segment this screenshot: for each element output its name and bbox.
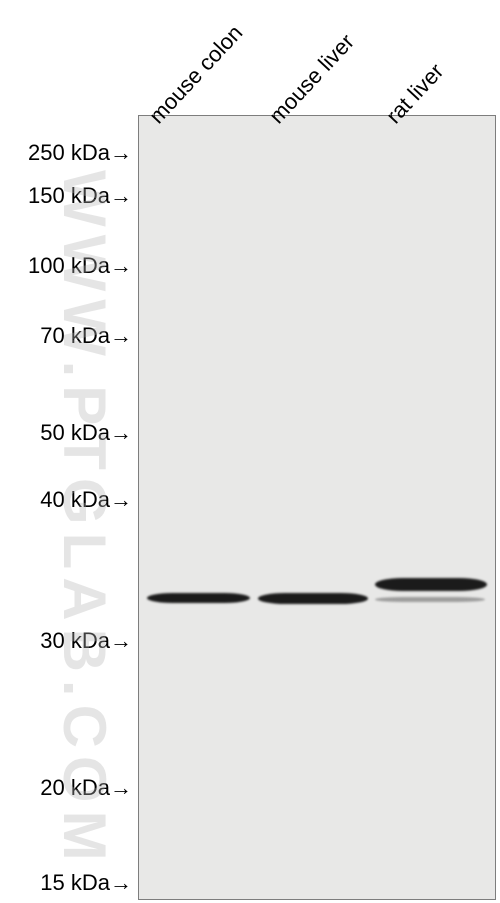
marker-label: 20 kDa→ <box>40 775 132 801</box>
blot-band <box>375 578 487 591</box>
marker-label: 150 kDa→ <box>28 183 132 209</box>
lane-label: mouse colon <box>144 20 248 129</box>
blot-band <box>147 593 250 603</box>
lane-label: mouse liver <box>264 29 360 129</box>
marker-label: 40 kDa→ <box>40 487 132 513</box>
marker-label: 15 kDa→ <box>40 870 132 896</box>
figure-container: WWW.PTGLAB.COM mouse colon mouse liver r… <box>0 0 500 903</box>
blot-band <box>258 593 368 604</box>
marker-label: 70 kDa→ <box>40 323 132 349</box>
marker-label: 50 kDa→ <box>40 420 132 446</box>
marker-label: 250 kDa→ <box>28 140 132 166</box>
blot-membrane <box>138 115 496 900</box>
marker-label: 100 kDa→ <box>28 253 132 279</box>
blot-band-faint <box>375 597 485 602</box>
marker-label: 30 kDa→ <box>40 628 132 654</box>
